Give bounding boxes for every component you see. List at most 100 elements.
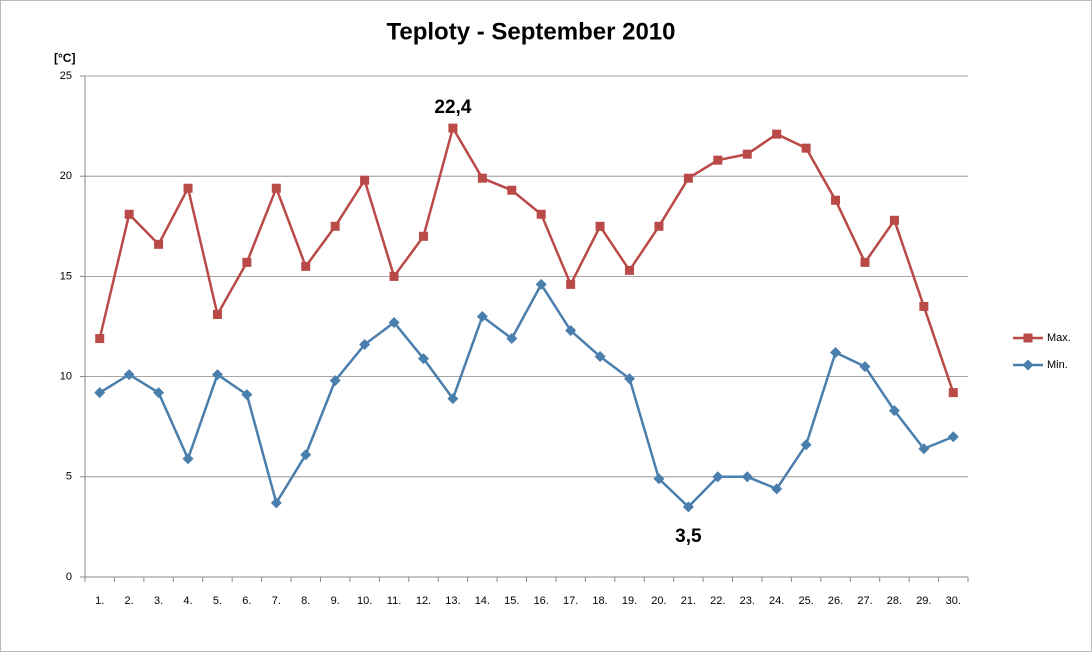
x-tick-label: 7. — [272, 595, 281, 607]
marker — [417, 353, 429, 365]
marker — [653, 473, 665, 485]
chart-title: Teploty - September 2010 — [387, 18, 676, 45]
marker — [182, 453, 194, 465]
marker — [448, 123, 458, 133]
x-tick-label: 29. — [916, 595, 931, 607]
x-tick-label: 11. — [387, 595, 401, 607]
x-tick-label: 18. — [592, 595, 607, 607]
marker — [713, 155, 723, 165]
marker — [212, 309, 222, 319]
x-tick-label: 21. — [681, 595, 696, 607]
marker — [270, 497, 282, 509]
marker — [889, 215, 899, 225]
marker — [947, 431, 959, 443]
marker — [918, 443, 930, 455]
x-tick-label: 23. — [740, 595, 755, 607]
marker — [595, 221, 605, 231]
x-tick-label: 28. — [887, 595, 902, 607]
legend-label: Max. — [1047, 332, 1071, 344]
x-tick-label: 12. — [416, 595, 431, 607]
marker — [860, 257, 870, 267]
marker — [742, 149, 752, 159]
y-tick-label: 10 — [60, 371, 72, 383]
x-tick-label: 27. — [857, 595, 872, 607]
x-tick-label: 10. — [357, 595, 372, 607]
x-tick-label: 20. — [651, 595, 666, 607]
marker — [565, 325, 577, 337]
x-tick-label: 1. — [95, 595, 104, 607]
marker — [771, 483, 783, 495]
x-tick-label: 5. — [213, 595, 222, 607]
marker — [625, 265, 635, 275]
marker — [566, 279, 576, 289]
marker — [741, 471, 753, 483]
marker — [859, 361, 871, 373]
marker — [831, 195, 841, 205]
x-tick-label: 22. — [710, 595, 725, 607]
marker — [536, 209, 546, 219]
marker — [447, 393, 459, 405]
marker — [301, 261, 311, 271]
y-tick-label: 20 — [60, 170, 72, 182]
marker — [624, 373, 636, 385]
y-tick-label: 25 — [60, 70, 72, 82]
marker — [1023, 333, 1033, 343]
marker — [477, 173, 487, 183]
x-tick-label: 2. — [125, 595, 134, 607]
marker — [153, 387, 165, 399]
x-tick-label: 9. — [331, 595, 340, 607]
x-tick-label: 19. — [622, 595, 637, 607]
marker — [360, 175, 370, 185]
marker — [183, 183, 193, 193]
marker — [94, 387, 106, 399]
x-tick-label: 30. — [946, 595, 961, 607]
marker — [888, 405, 900, 417]
marker — [654, 221, 664, 231]
x-tick-label: 17. — [563, 595, 578, 607]
y-tick-label: 5 — [66, 471, 72, 483]
marker — [330, 221, 340, 231]
marker — [123, 369, 135, 381]
x-tick-label: 8. — [301, 595, 310, 607]
marker — [300, 449, 312, 461]
series-line — [98, 124, 955, 394]
marker — [801, 143, 811, 153]
marker — [124, 209, 134, 219]
x-tick-label: 24. — [769, 595, 784, 607]
x-tick-label: 4. — [183, 595, 192, 607]
marker — [389, 271, 399, 281]
marker — [594, 351, 606, 363]
marker — [418, 231, 428, 241]
marker — [211, 369, 223, 381]
series-line — [99, 281, 954, 509]
marker — [1022, 359, 1034, 371]
marker — [682, 501, 694, 513]
marker — [535, 278, 547, 290]
marker — [507, 185, 517, 195]
x-tick-label: 6. — [242, 595, 251, 607]
marker — [95, 334, 105, 344]
marker — [919, 301, 929, 311]
marker — [154, 239, 164, 249]
y-axis-label: [°C] — [54, 51, 75, 65]
legend-label: Min. — [1047, 359, 1068, 371]
marker — [712, 471, 724, 483]
marker — [388, 316, 400, 328]
x-tick-label: 25. — [798, 595, 813, 607]
data-label: 22,4 — [434, 97, 471, 118]
marker — [506, 333, 518, 345]
marker — [271, 183, 281, 193]
x-tick-label: 3. — [154, 595, 163, 607]
marker — [683, 173, 693, 183]
x-tick-label: 16. — [534, 595, 549, 607]
x-tick-label: 14. — [475, 595, 490, 607]
x-tick-label: 13. — [445, 595, 460, 607]
marker — [830, 347, 842, 359]
y-tick-label: 15 — [60, 270, 72, 282]
marker — [800, 439, 812, 451]
data-label: 3,5 — [675, 526, 702, 547]
x-tick-label: 15. — [504, 595, 519, 607]
marker — [476, 310, 488, 322]
